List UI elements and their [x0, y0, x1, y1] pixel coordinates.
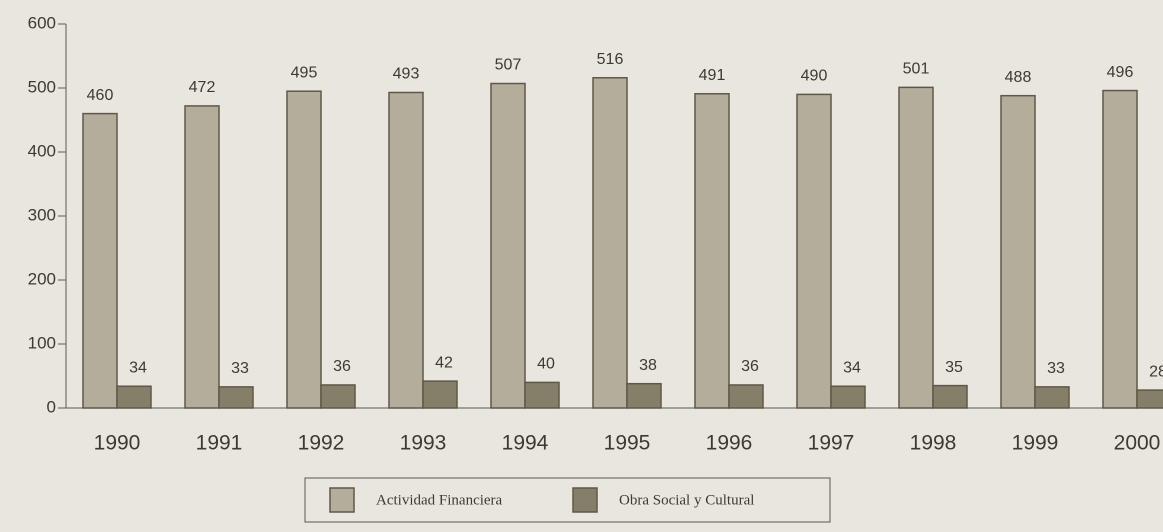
bar — [694, 93, 730, 409]
bar — [1000, 94, 1036, 409]
bar — [388, 91, 424, 409]
value-label: 460 — [87, 87, 114, 104]
bar — [116, 385, 152, 409]
bar — [1034, 386, 1070, 409]
x-tick-label: 1991 — [196, 432, 243, 455]
value-label: 34 — [129, 359, 147, 376]
y-tick-label: 0 — [47, 397, 56, 416]
y-tick-label: 200 — [28, 269, 56, 288]
bar — [490, 82, 526, 409]
value-label: 42 — [435, 354, 453, 371]
legend-swatch — [329, 487, 355, 513]
y-tick-label: 100 — [28, 333, 56, 352]
value-label: 33 — [231, 360, 249, 377]
bar — [932, 384, 968, 409]
bar — [218, 386, 254, 409]
x-tick-label: 1990 — [94, 432, 141, 455]
x-tick-label: 1996 — [706, 432, 753, 455]
y-tick-label: 500 — [28, 77, 56, 96]
bar — [286, 90, 322, 409]
x-tick-label: 1999 — [1012, 432, 1059, 455]
bar — [524, 381, 560, 409]
value-label: 488 — [1005, 69, 1032, 86]
bar — [320, 384, 356, 409]
value-label: 501 — [903, 61, 930, 78]
bar — [728, 384, 764, 409]
value-label: 35 — [945, 359, 963, 376]
value-label: 496 — [1107, 64, 1134, 81]
value-label: 491 — [699, 67, 726, 84]
x-tick-label: 1992 — [298, 432, 345, 455]
bar — [898, 86, 934, 409]
bar — [796, 93, 832, 409]
bar — [1102, 89, 1138, 409]
value-label: 28 — [1149, 363, 1163, 380]
x-tick-label: 1997 — [808, 432, 855, 455]
legend-box — [304, 477, 831, 523]
bar — [184, 105, 220, 409]
value-label: 33 — [1047, 360, 1065, 377]
value-label: 472 — [189, 79, 216, 96]
x-tick-label: 1994 — [502, 432, 549, 455]
bar — [626, 382, 662, 409]
bar — [82, 112, 118, 409]
bar — [830, 385, 866, 409]
legend-label: Obra Social y Cultural — [619, 492, 754, 508]
value-label: 38 — [639, 357, 657, 374]
value-label: 507 — [495, 57, 522, 74]
legend-swatch — [572, 487, 598, 513]
y-tick-label: 400 — [28, 141, 56, 160]
value-label: 40 — [537, 356, 555, 373]
value-label: 36 — [741, 358, 759, 375]
y-tick-label: 300 — [28, 205, 56, 224]
x-tick-label: 1998 — [910, 432, 957, 455]
bar — [1136, 389, 1163, 409]
bar — [592, 77, 628, 409]
value-label: 490 — [801, 68, 828, 85]
x-tick-label: 2000 — [1114, 432, 1161, 455]
value-label: 36 — [333, 358, 351, 375]
value-label: 495 — [291, 64, 318, 81]
x-tick-label: 1995 — [604, 432, 651, 455]
value-label: 493 — [393, 66, 420, 83]
bar — [422, 380, 458, 409]
value-label: 516 — [597, 51, 624, 68]
value-label: 34 — [843, 359, 861, 376]
legend-label: Actividad Financiera — [376, 492, 503, 508]
y-tick-label: 600 — [28, 13, 56, 32]
x-tick-label: 1993 — [400, 432, 447, 455]
